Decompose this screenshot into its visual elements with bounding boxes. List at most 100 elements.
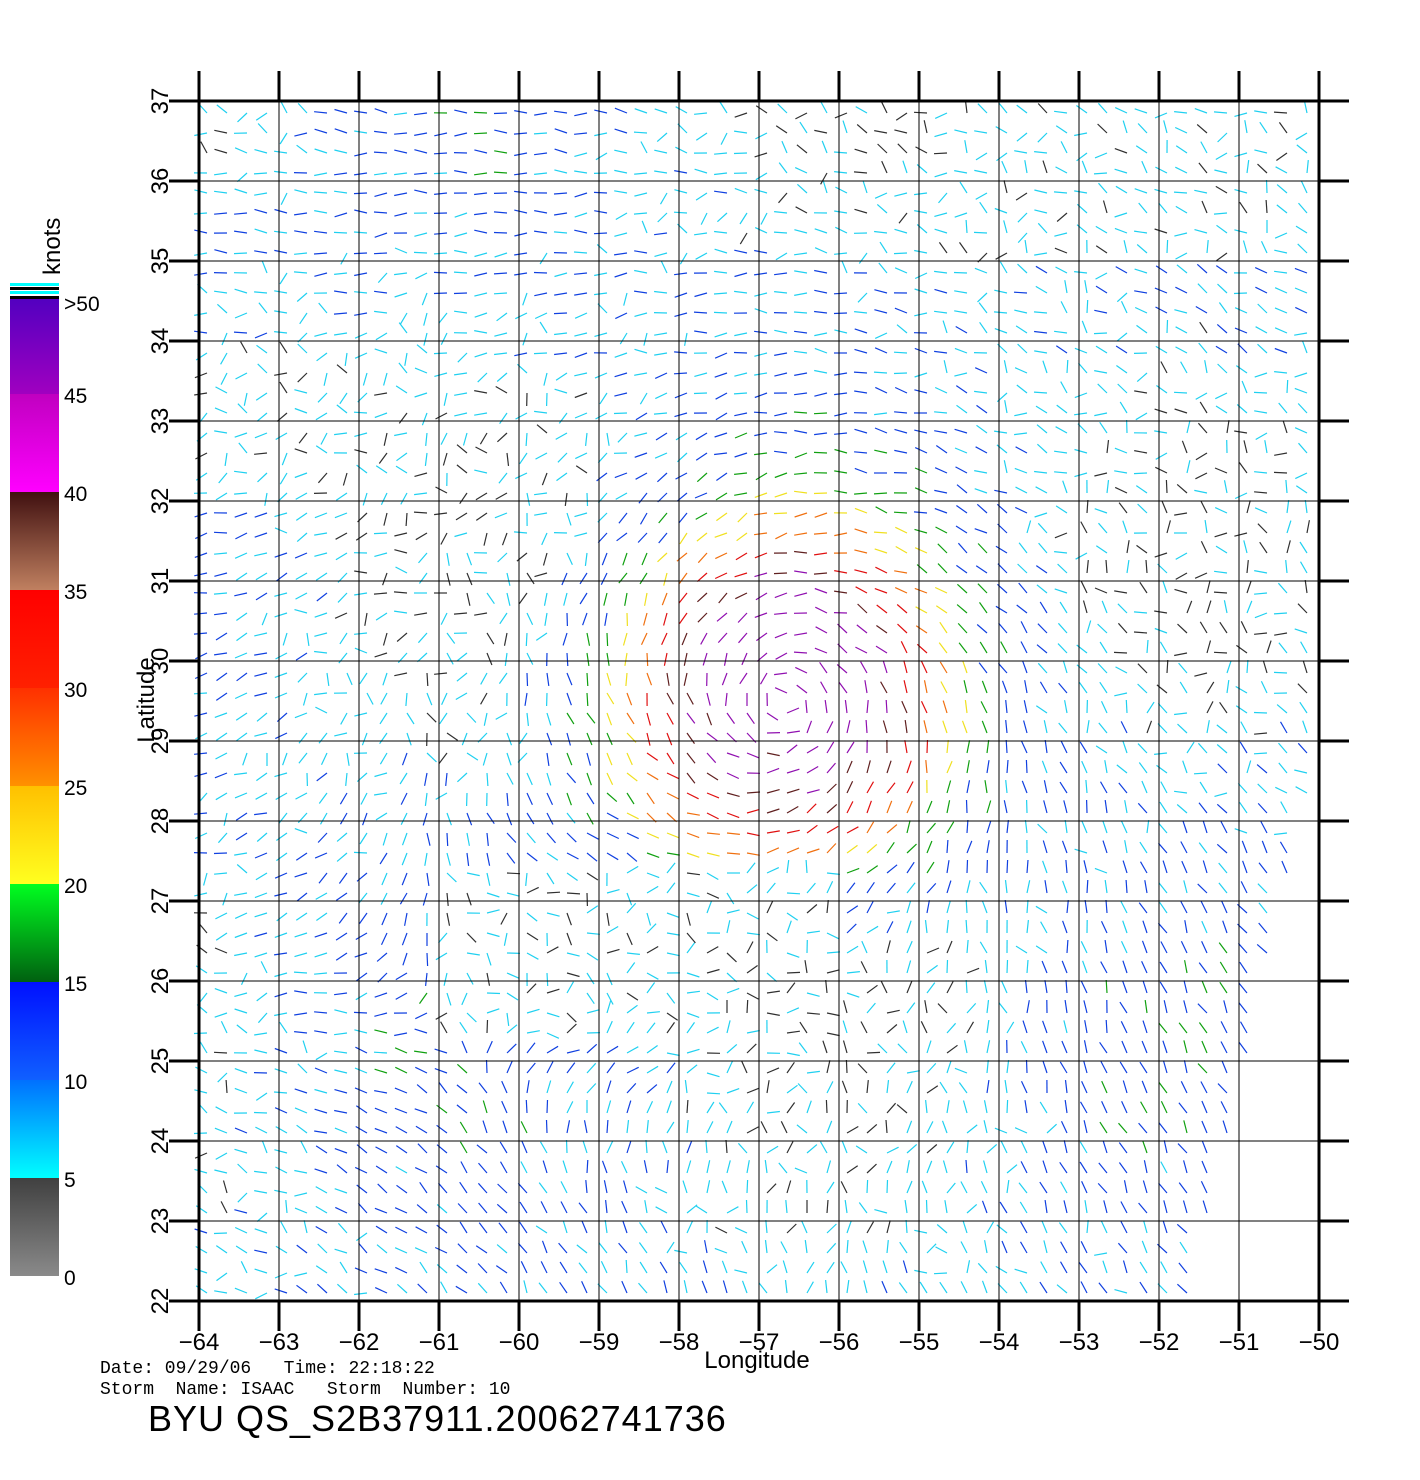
wind-vector bbox=[546, 792, 554, 806]
wind-vector bbox=[375, 332, 388, 341]
wind-vector bbox=[844, 1200, 848, 1214]
wind-vector bbox=[396, 1283, 408, 1294]
wind-vector bbox=[956, 484, 968, 494]
wind-vector bbox=[781, 140, 788, 154]
wind-vector bbox=[954, 212, 968, 218]
wind-vector bbox=[1094, 472, 1108, 477]
wind-vector bbox=[855, 586, 868, 594]
wind-vector bbox=[539, 321, 548, 334]
longitude-tick-label: −54 bbox=[979, 1329, 1020, 1356]
wind-vector bbox=[234, 1008, 248, 1014]
wind-vector bbox=[373, 211, 388, 214]
wind-vector bbox=[654, 352, 668, 356]
wind-vector bbox=[1158, 1122, 1168, 1134]
wind-vector bbox=[934, 411, 948, 414]
wind-vector bbox=[454, 412, 468, 417]
wind-vector bbox=[1121, 1100, 1128, 1114]
wind-vector bbox=[822, 1040, 828, 1054]
wind-vector bbox=[893, 351, 908, 354]
wind-vector bbox=[535, 632, 548, 641]
wind-vector bbox=[600, 572, 608, 585]
wind-vector bbox=[486, 909, 500, 914]
wind-vector bbox=[1300, 641, 1308, 654]
wind-vector bbox=[905, 1219, 908, 1234]
wind-vector bbox=[1175, 326, 1188, 334]
wind-vector bbox=[906, 781, 914, 794]
wind-vector bbox=[726, 852, 741, 855]
wind-vector bbox=[486, 632, 495, 645]
wind-vector bbox=[1114, 692, 1128, 697]
wind-vector bbox=[1155, 466, 1168, 474]
wind-vector bbox=[937, 563, 948, 574]
wind-vector bbox=[583, 1120, 588, 1134]
wind-vector bbox=[586, 1159, 589, 1174]
wind-vector bbox=[843, 1000, 848, 1014]
wind-vector bbox=[1081, 160, 1088, 174]
wind-vector bbox=[534, 172, 548, 175]
wind-vector bbox=[275, 652, 288, 660]
wind-vector bbox=[1175, 166, 1188, 174]
wind-vector bbox=[826, 825, 839, 834]
wind-vector bbox=[314, 692, 328, 696]
wind-vector bbox=[1162, 1220, 1168, 1234]
wind-vector bbox=[973, 231, 988, 234]
wind-vector bbox=[521, 1140, 528, 1154]
wind-vector bbox=[457, 1203, 468, 1214]
wind-vector bbox=[546, 946, 559, 954]
wind-vector bbox=[1137, 123, 1148, 134]
wind-vector bbox=[436, 1104, 448, 1114]
wind-vector bbox=[914, 210, 928, 214]
wind-vector bbox=[213, 1051, 228, 1054]
wind-vector bbox=[766, 867, 780, 874]
wind-vector bbox=[1142, 1140, 1148, 1154]
wind-vector bbox=[302, 692, 308, 706]
wind-vector bbox=[1282, 420, 1288, 434]
wind-vector bbox=[542, 552, 548, 566]
wind-vector bbox=[459, 1221, 468, 1234]
wind-vector bbox=[860, 961, 868, 974]
wind-vector bbox=[1076, 644, 1088, 654]
wind-vector bbox=[294, 932, 308, 938]
wind-vector bbox=[900, 641, 908, 654]
wind-vector bbox=[414, 367, 428, 374]
wind-vector bbox=[506, 892, 520, 897]
wind-vector bbox=[254, 852, 268, 859]
wind-vector bbox=[1135, 485, 1148, 494]
wind-vector bbox=[356, 972, 368, 982]
wind-vector bbox=[475, 1245, 488, 1254]
wind-vector bbox=[786, 1102, 796, 1114]
wind-vector bbox=[461, 1040, 468, 1054]
wind-vector bbox=[394, 672, 408, 677]
wind-vector bbox=[426, 872, 430, 886]
wind-vector bbox=[1098, 522, 1108, 534]
wind-vector bbox=[439, 712, 448, 725]
wind-vector bbox=[764, 1160, 768, 1174]
wind-vector bbox=[1278, 762, 1288, 774]
wind-vector bbox=[1160, 1161, 1168, 1174]
wind-vector bbox=[766, 789, 780, 794]
wind-vector bbox=[626, 772, 638, 782]
wind-vector bbox=[1084, 1200, 1088, 1214]
wind-vector bbox=[706, 1121, 714, 1134]
wind-vector bbox=[394, 292, 408, 298]
wind-vector bbox=[1166, 520, 1171, 534]
wind-vector bbox=[586, 992, 595, 1005]
wind-vector bbox=[1057, 643, 1068, 654]
wind-vector bbox=[797, 1083, 808, 1094]
wind-vector bbox=[1146, 639, 1149, 654]
wind-vector bbox=[1141, 1040, 1148, 1054]
wind-vector bbox=[274, 932, 288, 938]
wind-vector bbox=[314, 532, 328, 536]
wind-vector bbox=[813, 412, 828, 415]
wind-vector bbox=[721, 672, 728, 686]
wind-vector bbox=[474, 212, 488, 216]
wind-vector bbox=[1176, 804, 1188, 814]
wind-vector bbox=[354, 952, 368, 958]
wind-vector bbox=[243, 392, 248, 406]
wind-vector bbox=[715, 552, 728, 560]
wind-vector bbox=[1056, 404, 1068, 414]
wind-vector bbox=[514, 232, 528, 237]
wind-vector bbox=[686, 942, 696, 954]
wind-vector bbox=[1234, 229, 1248, 234]
wind-vector bbox=[456, 444, 468, 454]
